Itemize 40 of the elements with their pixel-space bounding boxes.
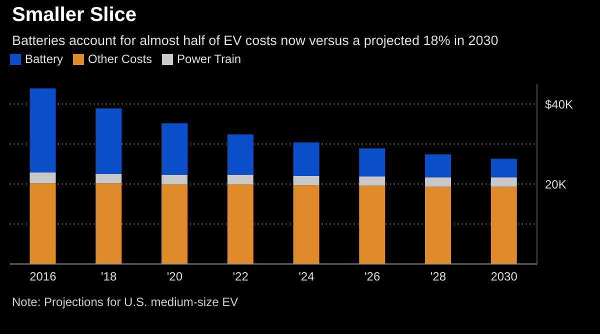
y-tick-label: 20K <box>545 177 566 192</box>
bar <box>425 154 452 178</box>
chart-title: Smaller Slice <box>12 4 137 27</box>
x-tick-label: 2016 <box>30 270 57 284</box>
x-tick-label: '18 <box>100 270 117 284</box>
x-tick-label: '20 <box>166 270 183 284</box>
bar <box>227 174 254 184</box>
legend-label: Power Train <box>177 52 242 66</box>
bar <box>293 185 320 264</box>
bar <box>227 184 254 264</box>
bar <box>359 186 386 264</box>
bar <box>162 123 188 175</box>
bar <box>425 177 452 187</box>
bar <box>425 186 452 264</box>
x-tick-label: '24 <box>298 270 315 284</box>
bar <box>359 148 386 176</box>
bar <box>162 174 188 184</box>
bar <box>30 183 56 264</box>
bar <box>359 176 386 186</box>
bar <box>293 142 320 176</box>
legend-label: Battery <box>25 52 64 66</box>
bar <box>96 183 122 264</box>
chart-subtitle: Batteries account for almost half of EV costs now versus a projected 18% in 2030 <box>12 33 498 48</box>
text: Note: Projections for U.S. medium-size EV <box>12 294 238 310</box>
bar <box>227 134 254 175</box>
y-tick-label: $40K <box>545 97 574 112</box>
bar <box>30 172 56 184</box>
bar <box>490 158 517 178</box>
bar <box>162 184 188 264</box>
bar <box>96 108 122 174</box>
bar <box>30 88 56 172</box>
x-tick-label: '26 <box>364 270 380 284</box>
bar <box>293 176 320 186</box>
x-tick-label: 2030 <box>490 270 518 284</box>
x-tick-label: '28 <box>430 270 446 284</box>
bar <box>96 174 122 184</box>
x-tick-label: '22 <box>232 270 249 284</box>
bar <box>490 177 517 187</box>
legend-label: Other Costs <box>88 52 152 66</box>
bar <box>490 186 517 264</box>
